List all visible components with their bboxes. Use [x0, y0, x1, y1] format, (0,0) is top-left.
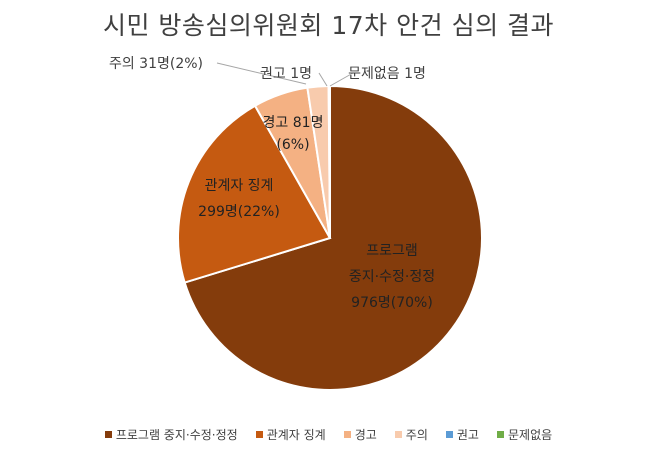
legend-label: 문제없음 [507, 428, 553, 442]
data-label-6: 문제없음 1명 [348, 66, 426, 82]
legend-item-2: 관계자 징계 [255, 426, 326, 443]
legend-label: 관계자 징계 [266, 428, 326, 442]
legend-label: 권고 [456, 428, 479, 442]
legend-swatch [255, 431, 263, 438]
pie-slice-2 [177, 104, 332, 284]
data-label-5: 권고 1명 [260, 66, 312, 82]
pie-chart: 프로그램 중지·수정·정정 976명(70%) 관계자 징계 299명(22%) 경고 8… [109, 56, 483, 391]
data-label-3: 경고 81명 (6%) [263, 115, 324, 153]
leader-line-5 [318, 72, 328, 87]
legend-swatch [394, 431, 402, 438]
data-label-2: 관계자 징계 299명(22%) [198, 178, 280, 220]
chart-title: 시민 방송심의위원회 17차 안건 심의 결과 [102, 11, 555, 40]
legend-item-5: 권고 [445, 426, 479, 443]
legend-swatch [445, 431, 453, 438]
legend-label: 주의 [405, 428, 428, 442]
legend-item-1: 프로그램 중지·수정·정정 [104, 426, 238, 443]
legend-item-6: 문제없음 [496, 426, 553, 443]
leader-line-6 [329, 72, 354, 87]
legend-swatch [104, 431, 112, 438]
legend-swatch [496, 431, 504, 438]
pie-slice-1 [183, 84, 483, 391]
legend-item-4: 주의 [394, 426, 428, 443]
data-label-4: 주의 31명(2%) [109, 56, 203, 72]
legend-label: 프로그램 중지·수정·정정 [115, 428, 238, 442]
leader-line-4 [216, 62, 307, 85]
legend-item-3: 경고 [343, 426, 377, 443]
pie-slice-6 [328, 84, 331, 239]
legend-swatch [343, 431, 351, 438]
legend-label: 경고 [354, 428, 377, 442]
data-label-1: 프로그램 중지·수정·정정 976명(70%) [349, 243, 435, 311]
legend: 프로그램 중지·수정·정정 관계자 징계 경고 주의 권고 문제없음 [0, 426, 657, 443]
